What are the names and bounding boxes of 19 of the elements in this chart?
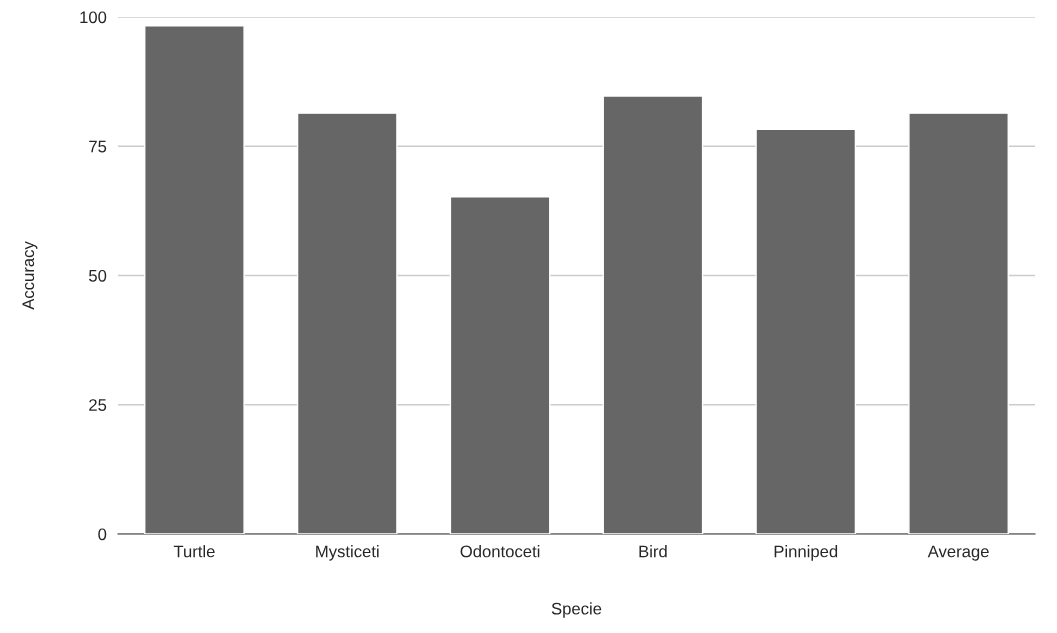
y-axis-title: Accuracy xyxy=(22,241,38,310)
x-tick-label: Average xyxy=(927,545,989,561)
bar xyxy=(755,128,857,534)
x-tick-label: Pinniped xyxy=(774,545,838,561)
x-tick-label: Odontoceti xyxy=(460,545,540,558)
x-tick-label: Mysticeti xyxy=(316,545,379,561)
bar xyxy=(296,112,398,534)
x-tick-label: Bird xyxy=(639,545,667,558)
x-axis-title: Specie xyxy=(551,602,602,618)
bar xyxy=(449,196,551,534)
y-tick-label: 0 xyxy=(98,528,107,541)
bar xyxy=(602,95,704,534)
y-tick-label: 25 xyxy=(89,399,107,411)
bar xyxy=(144,25,245,534)
x-tick-label: Turtle xyxy=(173,545,215,558)
y-tick-label: 100 xyxy=(80,11,107,24)
y-tick-label: 75 xyxy=(89,140,107,153)
y-tick-label: 50 xyxy=(89,269,107,282)
bar xyxy=(908,112,1009,534)
